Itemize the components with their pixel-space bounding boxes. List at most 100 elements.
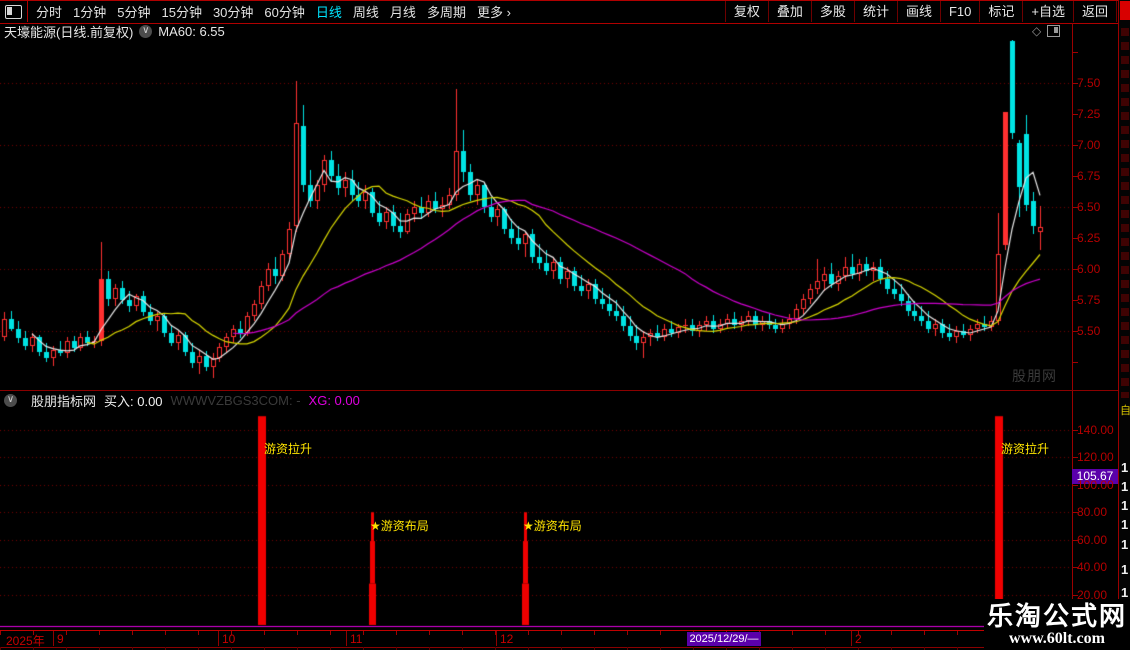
signal-label: 游资拉升 [264, 442, 313, 457]
diamond-icon[interactable]: ◇ [1032, 24, 1042, 38]
indicator-axis-label: 140.00 [1077, 422, 1114, 437]
period-tab[interactable]: 更多 › [476, 5, 511, 20]
bottom-cut-row [0, 647, 1118, 650]
split-panel-icon [5, 4, 22, 19]
price-axis-label: 6.50 [1077, 200, 1101, 214]
period-tab[interactable]: 多周期 [426, 5, 466, 20]
chevron-down-icon[interactable]: ∨ [4, 394, 17, 407]
month-tick-line [218, 631, 219, 646]
indicator-axis-label: 100.00 [1077, 477, 1114, 492]
panel-toggle-icon[interactable] [1047, 25, 1061, 37]
period-tab[interactable]: 1分钟 [73, 5, 107, 20]
month-tick-line [496, 631, 497, 646]
month-label: 9 [57, 632, 64, 646]
time-axis-ticks [0, 631, 1072, 635]
axis-tick [1073, 176, 1078, 177]
period-tab[interactable]: 60分钟 [264, 5, 305, 20]
signal-label: ★游资布局 [370, 519, 429, 534]
selected-date-badge: 2025/12/29/— [687, 632, 761, 646]
strip-number: 1 [1121, 479, 1129, 494]
strip-number: 1 [1121, 460, 1129, 475]
indicator-axis-label: 40.00 [1077, 560, 1108, 575]
period-tab[interactable]: 15分钟 [161, 5, 202, 20]
stock-title: 天壕能源(日线.前复权) [4, 25, 134, 40]
period-tab[interactable]: 周线 [352, 5, 379, 20]
period-tab[interactable]: 分时 [36, 5, 63, 20]
price-axis-label: 6.75 [1077, 169, 1101, 183]
period-toolbar [0, 0, 1118, 24]
period-tab[interactable]: 30分钟 [212, 5, 254, 20]
site-name: 乐淘公式网 [986, 600, 1127, 631]
month-tick-line [851, 631, 852, 646]
strip-number: 1 [1121, 517, 1129, 532]
axis-tick [1073, 512, 1078, 514]
month-label: 10 [222, 632, 236, 646]
period-tabs: 分时 1分钟 5分钟 15分钟 30分钟 60分钟 日线 周线 月线 多周期 更多 › [28, 1, 511, 22]
site-url: www.60lt.com [1009, 629, 1105, 647]
site-watermark-box: 乐淘公式网 www.60lt.com [984, 599, 1130, 650]
year-label: 2025年 [6, 634, 45, 648]
month-label: 11 [350, 632, 363, 646]
strip-number: 1 [1121, 498, 1129, 513]
toolbar-button[interactable]: 复权 [724, 1, 768, 22]
axis-tick [1073, 145, 1078, 146]
strip-number: 1 [1121, 562, 1129, 577]
month-label: 2 [855, 632, 862, 646]
toolbar-button[interactable]: +自选 [1022, 1, 1073, 22]
toolbar-button[interactable]: 统计 [853, 1, 897, 22]
axis-tick [1073, 484, 1078, 486]
period-tab[interactable]: 日线 [315, 5, 342, 20]
axis-tick [1073, 52, 1078, 53]
signal-label: 游资拉升 [1001, 442, 1050, 457]
axis-tick [1073, 457, 1078, 459]
axis-value-badge: 105.67 [1072, 469, 1118, 484]
indicator-axis-label: 80.00 [1077, 505, 1108, 520]
title-right-icons: ◇ [1032, 24, 1061, 38]
strip-glyph-texture [1121, 28, 1129, 398]
chevron-down-icon[interactable]: ∨ [139, 25, 153, 38]
price-axis-label: 5.50 [1077, 324, 1101, 338]
axis-tick [1073, 207, 1078, 208]
toolbar-button[interactable]: 叠加 [767, 1, 811, 22]
month-tick-line [53, 631, 54, 646]
strip-border [1118, 0, 1119, 650]
axis-tick [1073, 539, 1078, 541]
price-axis-label: 6.25 [1077, 231, 1101, 245]
window-layout-button[interactable] [0, 1, 28, 22]
axis-tick [1073, 300, 1078, 301]
strip-number: 1 [1121, 537, 1129, 552]
indicator-axis-label: 60.00 [1077, 532, 1108, 547]
month-tick-line [346, 631, 347, 646]
price-axis-label: 7.50 [1077, 76, 1101, 90]
toolbar-button[interactable]: F10 [939, 1, 979, 22]
period-tab[interactable]: 月线 [389, 5, 416, 20]
toolbar-button[interactable]: 返回 [1072, 1, 1117, 22]
chart-title-row: 天壕能源(日线.前复权) ∨ MA60: 6.55 [0, 23, 1072, 40]
axis-tick [1073, 269, 1078, 270]
toolbar-button[interactable]: 标记 [979, 1, 1022, 22]
month-label: 12 [500, 632, 514, 646]
axis-tick [1073, 567, 1078, 569]
pane-divider[interactable] [0, 390, 1118, 391]
indicator-header: ∨ 股朋指标网 买入: 0.00 WWWVZBGS3COM: - XG: 0.0… [0, 392, 1072, 409]
period-tab[interactable]: 5分钟 [117, 5, 151, 20]
axis-tick [1073, 114, 1078, 115]
price-axis-label: 7.00 [1077, 138, 1101, 152]
axis-tick [1073, 83, 1078, 84]
toolbar-button[interactable]: 画线 [896, 1, 940, 22]
axis-tick [1073, 594, 1078, 596]
signal-bar-chart[interactable] [0, 410, 1072, 628]
indicator-name: 股朋指标网 [31, 394, 97, 409]
axis-tick [1073, 362, 1078, 363]
indicator-buy-value: 买入: 0.00 [104, 394, 163, 409]
candlestick-chart[interactable] [0, 40, 1072, 390]
price-axis-label: 7.25 [1077, 107, 1101, 121]
signal-label: ★游资布局 [523, 519, 582, 534]
axis-tick [1073, 238, 1078, 239]
toolbar-button[interactable]: 多股 [810, 1, 854, 22]
indicator-axis-label: 120.00 [1077, 450, 1114, 465]
price-axis-border [1072, 23, 1073, 647]
axis-tick [1073, 331, 1078, 332]
axis-tick [1073, 429, 1078, 431]
